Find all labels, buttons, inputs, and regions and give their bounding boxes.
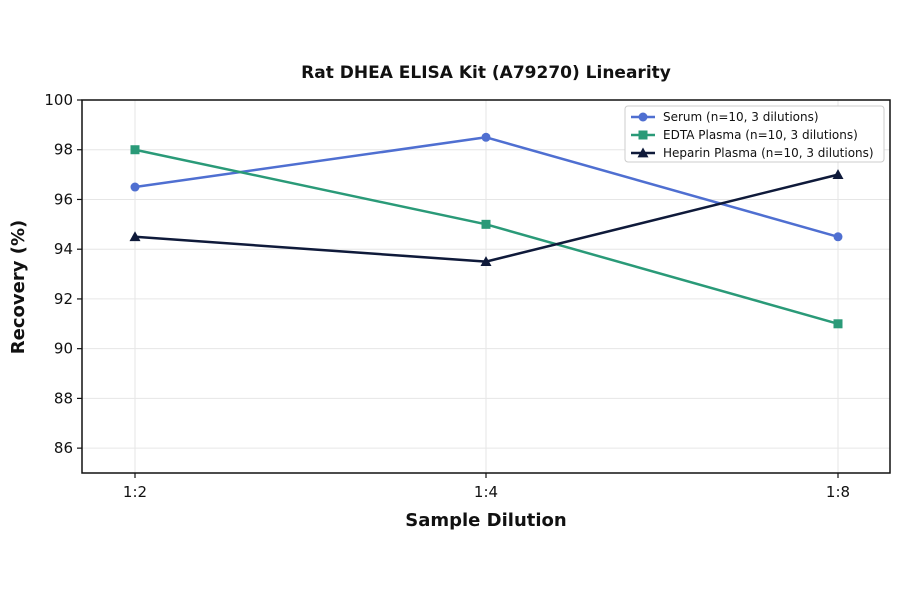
legend-marker	[638, 130, 648, 140]
legend-item: EDTA Plasma (n=10, 3 dilutions)	[631, 128, 858, 142]
y-tick-label: 98	[54, 141, 73, 159]
y-tick-label: 94	[54, 240, 73, 258]
x-tick-label: 1:2	[123, 483, 147, 501]
x-tick-label: 1:8	[826, 483, 850, 501]
legend-box	[624, 105, 885, 163]
x-axis-label: Sample Dilution	[405, 510, 566, 531]
y-tick-label: 86	[54, 439, 73, 457]
data-point	[130, 145, 140, 155]
legend-label: Serum (n=10, 3 dilutions)	[663, 110, 819, 124]
legend-label: EDTA Plasma (n=10, 3 dilutions)	[663, 128, 858, 142]
data-point	[481, 219, 491, 229]
data-point	[480, 256, 492, 267]
data-point	[833, 319, 843, 329]
legend: Serum (n=10, 3 dilutions) EDTA Plasma (n=…	[624, 105, 885, 163]
legend-label: Heparin Plasma (n=10, 3 dilutions)	[663, 146, 874, 160]
chart-title: Rat DHEA ELISA Kit (A79270) Linearity	[301, 63, 671, 83]
data-point	[833, 232, 843, 242]
y-axis-label: Recovery (%)	[8, 220, 29, 354]
y-tick-label: 88	[54, 389, 73, 407]
tick-layer: 86 88 90 92 94 96 98 100 1:2 1:4 1:8	[44, 91, 850, 501]
legend-marker	[638, 112, 648, 122]
y-tick-label: 100	[44, 91, 73, 109]
data-point	[130, 182, 140, 192]
series-3	[129, 169, 844, 267]
legend-item: Heparin Plasma (n=10, 3 dilutions)	[631, 146, 874, 160]
y-tick-label: 92	[54, 290, 73, 308]
data-point	[129, 231, 141, 242]
y-tick-label: 90	[54, 340, 73, 358]
series-layer	[129, 132, 844, 329]
legend-marker	[637, 147, 649, 158]
y-tick-label: 96	[54, 190, 73, 208]
data-point	[481, 132, 491, 142]
data-point	[832, 169, 844, 179]
x-tick-label: 1:4	[474, 483, 498, 501]
series-2	[130, 145, 843, 329]
legend-item: Serum (n=10, 3 dilutions)	[631, 110, 819, 124]
